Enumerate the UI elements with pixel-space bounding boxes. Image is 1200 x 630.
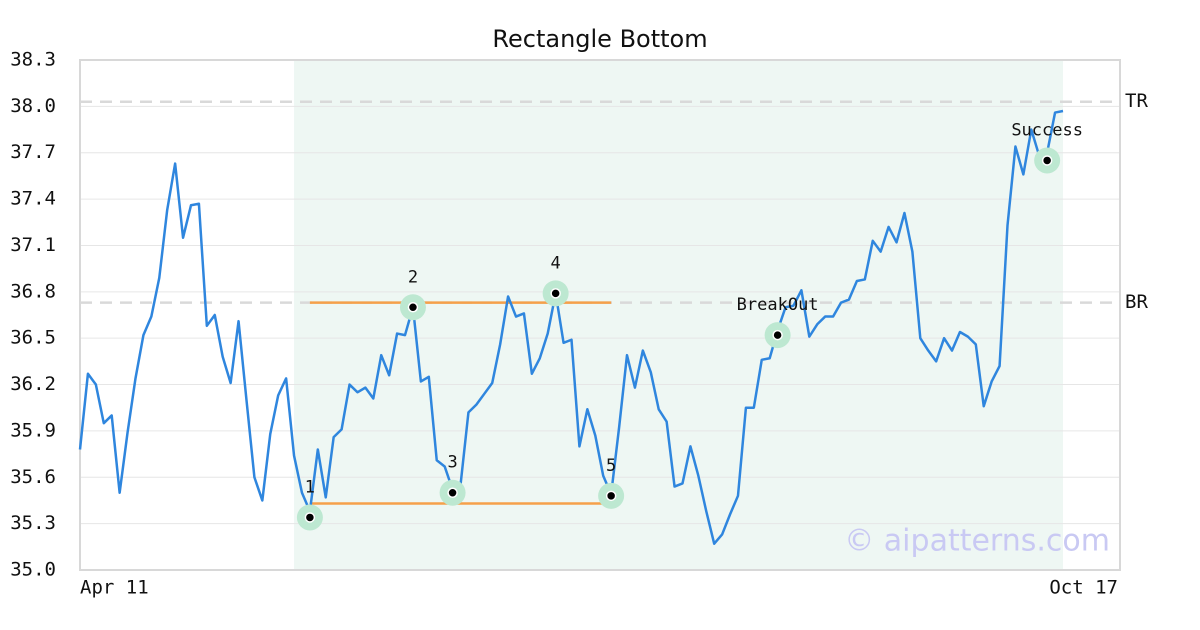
- marker-label: 5: [606, 456, 616, 476]
- marker-label: BreakOut: [737, 295, 819, 315]
- y-tick-label: 36.8: [10, 280, 56, 302]
- marker-dot: [605, 490, 617, 502]
- chart-title: Rectangle Bottom: [492, 25, 707, 53]
- y-tick-label: 35.0: [10, 559, 56, 581]
- marker-dot: [447, 487, 458, 498]
- marker-label: Success: [1011, 120, 1083, 140]
- y-tick-label: 36.5: [10, 327, 56, 349]
- marker-dot: [407, 302, 419, 313]
- x-tick-label: Oct 17: [1049, 577, 1118, 599]
- marker-dot: [304, 512, 316, 523]
- level-label: TR: [1125, 90, 1148, 112]
- y-tick-label: 38.0: [10, 95, 56, 117]
- marker-dot: [1041, 155, 1053, 166]
- plot-frame: [79, 59, 1121, 571]
- marker-dot: [772, 329, 783, 341]
- marker-label: 3: [447, 453, 457, 473]
- price-line: [78, 109, 1064, 545]
- watermark: © aipatterns.com: [844, 524, 1110, 559]
- y-tick-label: 37.4: [10, 188, 56, 210]
- y-tick-label: 37.7: [10, 141, 56, 163]
- marker-dot: [550, 288, 561, 299]
- y-tick-label: 35.3: [10, 512, 56, 534]
- marker-label: 2: [408, 267, 418, 287]
- marker-label: 4: [551, 253, 561, 273]
- y-tick-label: 35.9: [10, 419, 56, 441]
- x-tick-label: Apr 11: [80, 577, 149, 599]
- y-tick-label: 37.1: [10, 234, 56, 256]
- y-tick-label: 38.3: [10, 49, 56, 71]
- marker-label: 1: [305, 477, 315, 497]
- y-tick-label: 36.2: [10, 373, 56, 395]
- level-label: BR: [1125, 291, 1148, 313]
- y-tick-label: 35.6: [10, 466, 56, 488]
